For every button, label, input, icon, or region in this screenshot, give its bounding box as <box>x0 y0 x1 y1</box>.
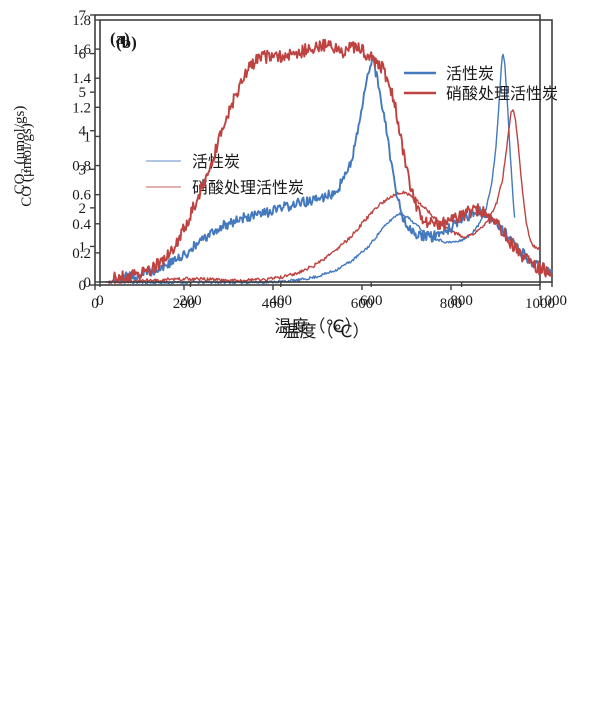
y-tick-label: 1.6 <box>72 42 91 58</box>
x-tick-label: 200 <box>179 293 202 309</box>
plot-border <box>99 19 553 283</box>
y-tick-label: 0.8 <box>72 159 91 175</box>
y-tick-label: 7 <box>79 8 87 24</box>
y-tick-label: 6 <box>79 47 87 63</box>
x-tick-label: 400 <box>270 293 293 309</box>
y-tick-label: 1.8 <box>72 13 91 29</box>
x-tick-label: 1000 <box>525 296 555 312</box>
x-tick-label: 0 <box>91 296 99 312</box>
y-tick-label: 0.2 <box>72 246 91 262</box>
x-tick-label: 600 <box>351 296 374 312</box>
y-tick-label: 0 <box>79 278 87 294</box>
x-tick-label: 800 <box>450 293 473 309</box>
chart-co: 0 200 400 600 800 1000 0 1 2 3 4 5 6 7 (a) CO (μmol/g… <box>19 8 555 337</box>
y-tick-label: 1 <box>84 129 92 145</box>
y-tick-label: 5 <box>79 85 87 101</box>
x-tick-label: 400 <box>262 296 285 312</box>
y-tick-label: 4 <box>79 124 87 140</box>
legend-label-nitric-acid-treated: 硝酸处理活性炭 <box>446 84 558 103</box>
y-tick-label: 0.4 <box>72 217 91 233</box>
x-axis-label-temperature-a: 温度（℃） <box>274 317 361 337</box>
x-tick-label: 200 <box>173 296 196 312</box>
plot-area: 0 200 400 600 800 100000.20.40.60.811.21.41.6… <box>72 13 567 309</box>
legend-label-activated-carbon: 活性炭 <box>192 152 240 171</box>
x-axis-label-temperature-b: 温度（℃） <box>282 322 369 342</box>
y-tick-label: 1.2 <box>72 100 91 116</box>
y-tick-label: 1 <box>79 239 87 255</box>
chart-co2: 0 200 400 600 800 100000.20.40.60.811.21.41.6… <box>12 13 567 342</box>
series-line-1 <box>105 109 541 285</box>
legend-a: 活性炭 硝酸处理活性炭 <box>146 152 304 197</box>
x-tick-label: 0 <box>96 293 104 309</box>
y-axis-label-co2: CO₂ (μmol/gs) <box>12 106 28 195</box>
y-tick-label: 2 <box>79 201 87 217</box>
legend-label-nitric-acid-treated: 硝酸处理活性炭 <box>192 178 304 197</box>
y-tick-label: 0 <box>84 275 92 291</box>
y-tick-label: 3 <box>79 162 87 178</box>
x-tick-label: 800 <box>440 296 463 312</box>
x-tick-label: 600 <box>360 293 383 309</box>
plot-border <box>94 14 541 286</box>
x-tick-label: 1000 <box>537 293 567 309</box>
panel-label-b: (b) <box>116 33 137 52</box>
y-tick-label: 1.4 <box>72 71 91 87</box>
legend-label-activated-carbon: 活性炭 <box>446 64 494 83</box>
y-axis-label-co: CO (μmol/gs) <box>19 123 35 206</box>
panel-label-a: (a) <box>110 29 130 48</box>
y-tick-label: 0.6 <box>72 188 91 204</box>
legend-b: 活性炭 硝酸处理活性炭 <box>404 64 558 103</box>
series-line-1 <box>112 38 553 282</box>
